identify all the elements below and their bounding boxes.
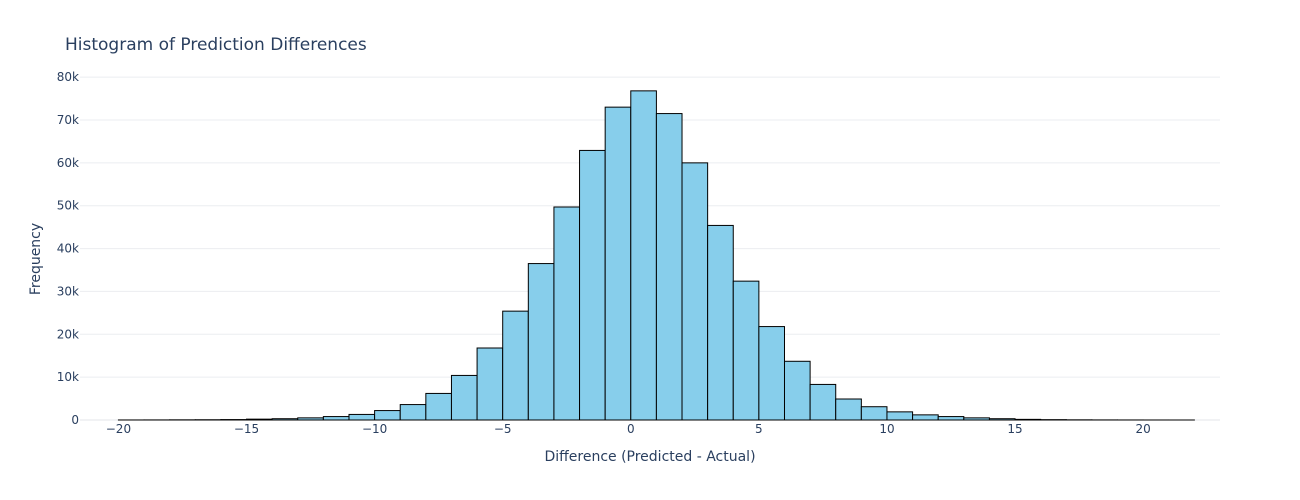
x-axis-title: Difference (Predicted - Actual): [544, 449, 755, 465]
histogram-bar: [758, 326, 785, 421]
histogram-bar: [297, 417, 324, 421]
histogram-bar: [707, 224, 734, 421]
y-tick-label: 50k: [57, 199, 79, 213]
histogram-bar: [348, 413, 376, 421]
x-tick-label: −20: [106, 422, 131, 436]
histogram-bar: [937, 416, 965, 421]
histogram-bar: [322, 416, 350, 421]
histogram-bar: [886, 411, 914, 421]
histogram-bar: [425, 392, 452, 421]
histogram-bar: [374, 410, 401, 421]
histogram-bar: [963, 417, 990, 421]
histogram-bar: [681, 162, 709, 421]
histogram-bar: [399, 404, 427, 421]
histogram-bar: [912, 414, 939, 421]
y-tick-label: 10k: [57, 370, 79, 384]
x-axis-ticks: −20 −15 −10 −5 0 5 10 15 20: [106, 422, 1151, 436]
histogram-bar: [450, 374, 478, 421]
histogram-bar: [246, 418, 273, 421]
y-tick-label: 60k: [57, 156, 79, 170]
y-tick-label: 40k: [57, 242, 79, 256]
y-tick-label: 30k: [57, 284, 79, 298]
histogram-bar: [527, 263, 555, 421]
histogram-bar: [783, 360, 811, 421]
x-tick-label: 0: [627, 422, 635, 436]
y-axis-title: Frequency: [28, 223, 44, 295]
y-tick-label: 70k: [57, 113, 79, 127]
histogram-bar: [553, 206, 581, 421]
histogram-bar: [1014, 418, 1042, 421]
histogram-bar: [988, 418, 1016, 421]
x-tick-label: 10: [879, 422, 894, 436]
chart-title: Histogram of Prediction Differences: [65, 35, 367, 55]
x-tick-label: −15: [234, 422, 259, 436]
histogram-bar: [655, 113, 683, 421]
histogram-bar: [860, 406, 888, 421]
y-tick-label: 20k: [57, 327, 79, 341]
histogram-bar: [732, 280, 760, 421]
histogram-bar: [630, 90, 657, 421]
y-tick-label: 80k: [57, 70, 79, 84]
y-axis-ticks: 0 10k 20k 30k 40k 50k 60k 70k 80k: [57, 70, 79, 427]
histogram-bar: [271, 418, 299, 421]
x-tick-label: −5: [494, 422, 512, 436]
histogram-bar: [835, 398, 862, 421]
histogram-bar: [809, 383, 837, 421]
x-tick-label: −10: [362, 422, 387, 436]
histogram-bar: [604, 106, 632, 421]
histogram-bar: [476, 347, 504, 421]
bars: [117, 90, 1195, 421]
histogram-bar: [502, 310, 529, 421]
x-tick-label: 5: [755, 422, 763, 436]
y-tick-label: 0: [71, 413, 79, 427]
histogram-bar: [579, 149, 606, 421]
x-tick-label: 20: [1136, 422, 1151, 436]
x-tick-label: 15: [1007, 422, 1022, 436]
